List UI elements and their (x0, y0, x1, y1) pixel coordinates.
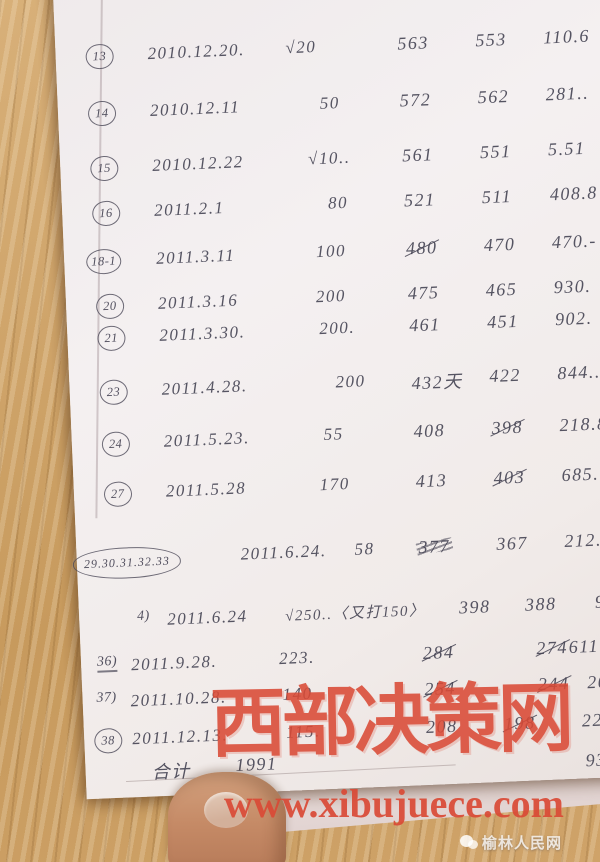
row-value1: 284 (422, 641, 455, 664)
row-deposit: 100 (315, 240, 347, 262)
row-value2: 465 (485, 278, 518, 301)
row-deposit: 50 (319, 93, 341, 113)
row-value2: 562 (477, 85, 510, 108)
row-date: 2010.12.11 (149, 97, 241, 121)
row-date: 2011.3.30. (158, 322, 246, 345)
row-value1: 398 (458, 596, 491, 618)
row-number: 27 (103, 481, 133, 508)
row-date: 2011.6.24. (240, 541, 327, 564)
row-value1: 461 (408, 314, 442, 336)
row-value1: 561 (401, 144, 434, 166)
row-deposit: 55 (323, 424, 345, 445)
total-label: 合计 (151, 760, 192, 783)
table-row: 29.30.31.32.33 2011.6.24. 58 377 367 212… (72, 521, 600, 590)
row-value2: 422 (488, 364, 522, 387)
row-value2: 367 (496, 532, 529, 554)
row-number: 23 (99, 379, 128, 406)
row-number: 36 (96, 653, 118, 673)
row-date: 2011.5.23. (163, 428, 251, 451)
fingernail (204, 792, 248, 828)
row-deposit: 170 (319, 473, 351, 495)
row-value3: 408.8 (549, 182, 599, 205)
row-value2: 470 (483, 233, 516, 256)
row-value3: 611.02 (568, 634, 600, 657)
row-value2: 551 (479, 140, 512, 163)
row-value1: 475 (407, 282, 440, 304)
watermark-site-name: 西部决策网 (209, 676, 571, 768)
row-value2: 553 (474, 29, 508, 51)
row-date: 2011.4.28. (161, 376, 248, 399)
table-row: 13 2010.12.20. √20 563 553 110.6 (55, 17, 600, 86)
row-number: 15 (89, 155, 119, 182)
row-deposit: 80 (327, 192, 349, 213)
row-value1: 413 (415, 469, 448, 492)
row-value1: 408 (413, 419, 446, 442)
row-number: 38 (93, 727, 123, 754)
table-row: 14 2010.12.11 50 572 562 281.. (57, 74, 600, 143)
row-value3: 844.. (556, 361, 600, 384)
table-row-partial: 2010.12.1 803 (53, 0, 600, 26)
row-deposit: √10.. (307, 147, 351, 169)
row-deposit: 200. (318, 317, 356, 339)
row-value3: 227.7 (581, 708, 600, 731)
row-number: 16 (91, 200, 121, 227)
watermark-site-url: www.xibujuece.com (224, 781, 564, 826)
row-value3: 930. (553, 275, 592, 298)
row-value2: 274 (535, 637, 569, 659)
row-value1: 563 (396, 32, 430, 54)
row-deposit: 58 (354, 539, 375, 559)
row-date: 2011.3.11 (155, 245, 236, 268)
row-value2: 398 (491, 416, 524, 438)
finger-holding-page (168, 772, 286, 862)
row-value2: 403 (493, 466, 526, 488)
row-deposit: √20 (285, 37, 317, 58)
row-value1: 377 (418, 535, 451, 558)
row-value3: 201.6 (586, 670, 600, 693)
site-logo-text: 榆林人民网 (482, 835, 563, 852)
row-value2: 388 (524, 593, 557, 615)
row-value1: 521 (403, 189, 436, 211)
row-value3: 218.8 (559, 413, 600, 436)
row-date: 2011.6.24 (166, 606, 248, 629)
row-number: 21 (96, 325, 126, 352)
row-date: 2010.12.1 (153, 0, 235, 4)
row-value2: 451 (486, 310, 520, 333)
row-date: 2010.12.22 (151, 152, 245, 175)
row-date: 2011.9.28. (130, 651, 218, 675)
chat-bubble-icon (460, 834, 479, 851)
row-value3: 5.51 (547, 137, 586, 160)
row-date: 2011.2.1 (153, 197, 225, 220)
row-number: 29.30.31.32.33 (72, 545, 182, 581)
row-number: 24 (101, 431, 130, 458)
row-number: 18-1 (85, 248, 122, 275)
row-value3: 685.1 (561, 463, 600, 486)
row-number: 37 (96, 690, 117, 707)
row-value3: 281.. (545, 82, 590, 105)
row-value3: 902. (554, 307, 593, 330)
row-deposit: 200 (335, 371, 366, 392)
row-date: 2011.5.28 (165, 478, 247, 501)
row-value1: 480 (405, 237, 438, 259)
row-date: 2011.3.16 (157, 290, 239, 313)
row-deposit: √250..〈又打150〉 (284, 602, 426, 625)
row-number: 4 (137, 608, 150, 625)
row-number: 14 (87, 100, 117, 127)
row-deposit: 223. (278, 647, 316, 669)
row-value3: 212.86 (563, 528, 600, 552)
row-number: 20 (95, 293, 125, 320)
row-value3: 470.- (551, 230, 598, 253)
row-value2: 511 (481, 185, 513, 208)
row-value3: 970 (594, 590, 600, 612)
row-deposit: 200 (315, 285, 347, 307)
row-value1: 572 (399, 89, 432, 111)
row-value1: 432天 (411, 371, 463, 394)
site-logo: 榆林人民网 (460, 832, 562, 853)
row-value3: 110.6 (542, 25, 591, 48)
row-number: 13 (85, 43, 114, 70)
total-right: 936.28 (585, 747, 600, 771)
row-date: 2010.12.20. (147, 40, 246, 64)
